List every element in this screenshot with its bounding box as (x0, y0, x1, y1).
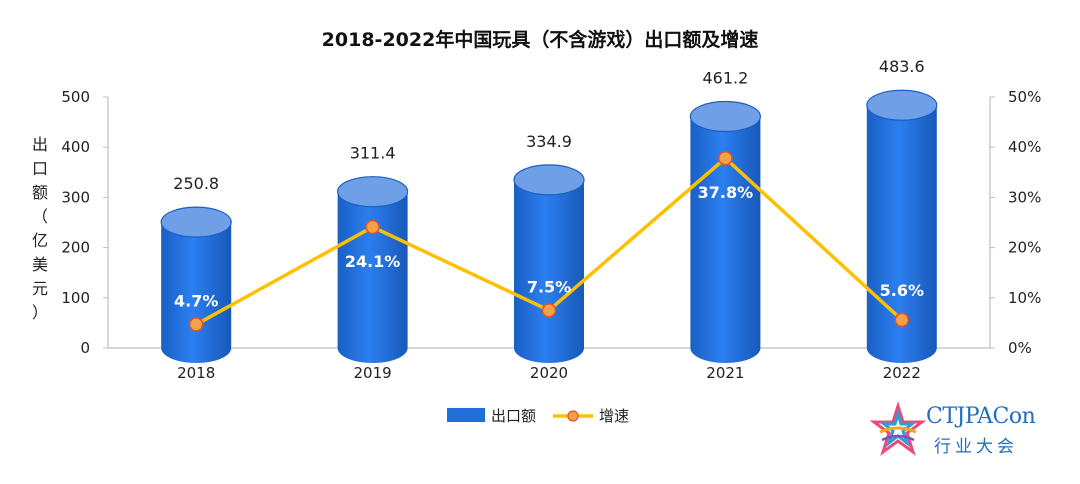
growth-value-label: 5.6% (880, 281, 924, 300)
bar-top (689, 100, 762, 133)
y-right-tick-label: 10% (1008, 289, 1041, 307)
legend-swatch-bar (447, 408, 485, 422)
y-axis-label-char: 出 (32, 135, 48, 154)
bar-value-label: 311.4 (350, 144, 396, 163)
x-tick-label: 2022 (883, 364, 921, 382)
y-axis-label-char: 美 (32, 255, 48, 274)
bar-body (337, 191, 408, 363)
bar-body (161, 222, 232, 363)
growth-value-label: 24.1% (345, 252, 401, 271)
x-tick-label: 2020 (530, 364, 568, 382)
y-axis-label-char: 口 (32, 159, 48, 178)
y-left-tick-label: 300 (61, 188, 90, 206)
logo-name: CTJPACon (926, 404, 1036, 429)
y-axis-label-char: ） (32, 303, 48, 322)
bar-top (866, 89, 938, 121)
y-right-tick-label: 50% (1008, 88, 1041, 106)
ctjpacon-logo: CTJPACon 行业大会 (870, 402, 1070, 462)
legend-label-bar: 出口额 (491, 407, 536, 425)
y-left-tick-label: 200 (61, 239, 90, 257)
bar (866, 89, 938, 364)
growth-point (894, 312, 910, 328)
y-right-tick-label: 30% (1008, 188, 1041, 206)
growth-value-label: 4.7% (174, 291, 218, 310)
y-axis-label-char: 元 (32, 279, 48, 298)
bar-value-label: 483.6 (879, 57, 925, 76)
line-group: 4.7% 24.1% 7.5% 37.8% 5.6% (174, 150, 924, 332)
growth-value-label: 7.5% (527, 277, 571, 296)
bar (689, 100, 762, 363)
y-axis-label: 出口额 （ 亿美元 ） (32, 135, 48, 322)
growth-point (541, 303, 557, 318)
bar-top (160, 206, 232, 238)
x-tick-label: 2018 (177, 364, 215, 382)
star-logo-icon (870, 402, 926, 456)
bar-value-label: 334.9 (526, 132, 572, 151)
chart-title: 2018-2022年中国玩具（不含游戏）出口额及增速 (322, 28, 759, 51)
bar-body (514, 179, 584, 363)
growth-point (718, 150, 733, 166)
x-tick-label: 2021 (706, 364, 744, 382)
y-left-tick-label: 500 (61, 88, 90, 106)
growth-point (365, 219, 380, 235)
y-right-tick-label: 20% (1008, 239, 1041, 257)
bar-body (866, 105, 937, 364)
y-left-tick-label: 0 (80, 339, 90, 357)
y-right-tick-label: 0% (1008, 339, 1032, 357)
bar (160, 206, 232, 363)
bar-top (513, 164, 585, 196)
bar-value-label: 250.8 (173, 174, 219, 193)
y-axis-label-char: （ (32, 207, 48, 226)
growth-value-label: 37.8% (698, 183, 754, 202)
bar-value-label: 461.2 (702, 68, 748, 87)
legend: 出口额 增速 (447, 407, 629, 425)
y-axis-label-char: 额 (32, 183, 48, 202)
bar-body (690, 116, 761, 363)
bar-top (337, 176, 409, 208)
y-left-tick-label: 100 (61, 289, 90, 307)
axes-group: 0 100 200 300 400 500 0% 10% 20% 30% 40% 50% 出口额 （ 亿美元… (32, 88, 1041, 382)
growth-point (188, 317, 204, 332)
legend-swatch-marker (567, 410, 579, 422)
y-axis-label-char: 亿 (32, 231, 48, 250)
y-left-tick-label: 400 (61, 138, 90, 156)
logo-subtitle: 行业大会 (934, 437, 1018, 457)
y-right-tick-label: 40% (1008, 138, 1041, 156)
legend-label-line: 增速 (599, 407, 629, 425)
bar (513, 164, 585, 363)
x-tick-label: 2019 (354, 364, 392, 382)
